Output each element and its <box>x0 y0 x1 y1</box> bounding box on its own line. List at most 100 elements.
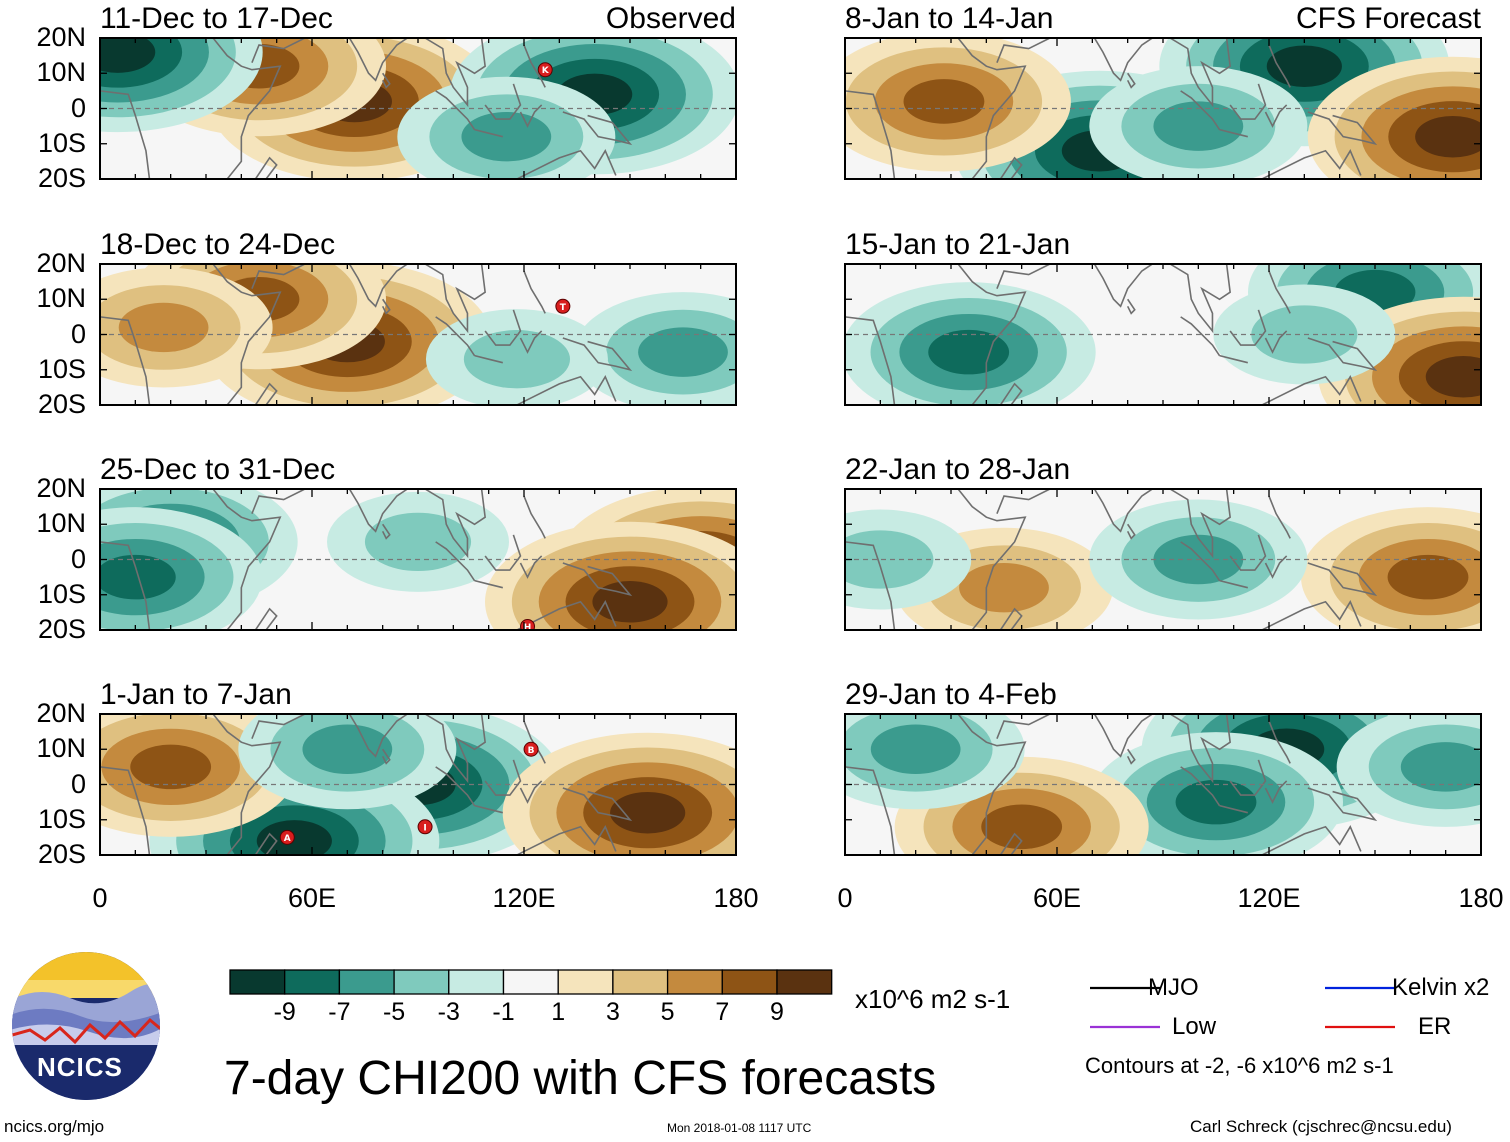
coastline <box>1126 523 1136 540</box>
coastline <box>996 264 1051 289</box>
coastline <box>212 714 282 855</box>
anomaly-contour <box>1415 115 1481 158</box>
lat-tick-label: 20S <box>37 163 86 193</box>
coastline <box>999 156 1023 179</box>
svg-text:I: I <box>423 823 426 833</box>
coastline <box>381 748 391 765</box>
panel-title: 18-Dec to 24-Dec <box>100 228 336 261</box>
coastline <box>515 825 617 855</box>
anomaly-contour <box>1425 356 1481 398</box>
coastline <box>519 104 543 128</box>
svg-text:K: K <box>542 66 550 76</box>
panel-title: 15-Jan to 21-Jan <box>845 228 1071 261</box>
coastline <box>1219 128 1248 138</box>
colorbar-tick-label: -3 <box>437 998 460 1026</box>
coastline <box>957 38 1027 179</box>
coastline <box>435 90 476 131</box>
coastline <box>996 489 1051 514</box>
coastline <box>435 766 476 807</box>
coastline <box>957 489 1027 630</box>
legend-label: MJO <box>1148 974 1199 1001</box>
coastline <box>1307 787 1378 822</box>
coastline <box>562 787 633 822</box>
coastline <box>251 489 306 514</box>
lat-tick-label: 20N <box>36 22 86 52</box>
coastline <box>100 90 151 179</box>
coastline <box>523 495 546 539</box>
anomaly-contour <box>1266 45 1342 87</box>
map-panel-5 <box>844 37 1482 180</box>
panel-source-label: CFS Forecast <box>1295 2 1481 35</box>
coastline <box>254 156 278 179</box>
anomaly-contour <box>1175 779 1257 825</box>
coastline <box>999 607 1023 630</box>
svg-text:T: T <box>560 303 567 313</box>
coastline <box>100 541 151 630</box>
svg-text:A: A <box>284 834 291 844</box>
coastline <box>1260 375 1362 405</box>
legend-label: Low <box>1172 1013 1217 1040</box>
anomaly-contour <box>981 804 1063 850</box>
coastline <box>474 354 503 364</box>
coastline <box>562 337 633 372</box>
coastline <box>1180 541 1221 582</box>
coastline <box>1307 562 1378 597</box>
map-panel-6 <box>844 263 1482 406</box>
colorbar-tick-label: -1 <box>492 998 515 1026</box>
coastline <box>1260 149 1362 179</box>
lat-tick-label: 10S <box>37 578 86 609</box>
coastline <box>1229 309 1267 346</box>
lat-tick-label: 10S <box>37 127 86 158</box>
legend-label: Kelvin x2 <box>1392 974 1490 1001</box>
coastline <box>212 264 282 405</box>
coastline <box>251 38 306 63</box>
coastline <box>1264 104 1288 128</box>
coastline <box>484 534 522 571</box>
map-panel-3: H <box>99 488 737 631</box>
lon-tick-label: 0 <box>837 883 853 913</box>
colorbar-tick-label: -5 <box>382 998 406 1026</box>
coastline <box>254 832 278 855</box>
anomaly-contour <box>1400 742 1481 792</box>
storm-marker: T <box>555 298 571 314</box>
coastline <box>333 714 408 758</box>
coastline <box>100 766 151 855</box>
coastline <box>845 766 896 855</box>
coastline <box>474 128 503 138</box>
colorbar-tick-label: 3 <box>605 998 620 1026</box>
anomaly-contour <box>302 724 393 774</box>
lat-tick-label: 20N <box>36 473 86 503</box>
coastline <box>484 83 522 120</box>
storm-marker: H <box>520 618 536 630</box>
coastline <box>845 541 896 630</box>
lat-tick-label: 10N <box>36 733 86 764</box>
lat-tick-label: 20S <box>37 389 86 419</box>
coastline <box>1268 44 1291 88</box>
anomaly-contour <box>118 302 209 353</box>
coastline <box>484 309 522 346</box>
lon-tick-label: 60E <box>1032 883 1082 913</box>
map-panel-1: K <box>99 37 737 180</box>
lat-tick-label: 0 <box>70 768 86 799</box>
anomaly-contour <box>638 327 728 377</box>
coastline <box>424 264 486 334</box>
coastline <box>519 780 543 804</box>
coastline <box>1264 330 1288 354</box>
coastline <box>1268 495 1291 539</box>
coastline <box>1307 337 1378 372</box>
coastline <box>474 579 503 589</box>
coastline <box>1229 759 1267 796</box>
anomaly-contour <box>364 512 472 572</box>
map-panel-2: T <box>99 263 737 406</box>
coastline <box>1078 714 1153 758</box>
coastline <box>435 316 476 357</box>
panel-title: 25-Dec to 31-Dec <box>100 453 336 486</box>
colorbar-tick-label: 7 <box>715 998 730 1026</box>
lat-tick-label: 10N <box>36 57 86 88</box>
lat-tick-label: 10N <box>36 283 86 314</box>
anomaly-contour <box>592 581 668 623</box>
lat-tick-label: 10S <box>37 353 86 384</box>
coastline <box>333 489 408 533</box>
lat-tick-label: 10N <box>36 508 86 539</box>
